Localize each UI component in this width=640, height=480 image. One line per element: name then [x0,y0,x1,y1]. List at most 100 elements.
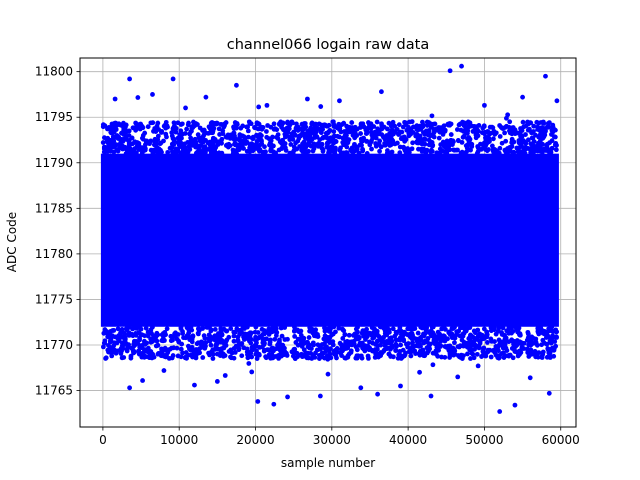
outlier-point [546,390,552,396]
data-point [436,334,442,340]
data-point [536,326,542,332]
data-point [489,143,495,149]
data-point [466,122,472,128]
data-point [481,123,487,129]
data-point [186,330,192,336]
data-point [401,146,407,152]
data-point [185,122,191,128]
data-point [525,127,531,133]
data-point [315,334,321,339]
data-point [488,336,494,342]
data-point [492,339,497,344]
data-point [291,144,297,150]
data-point [544,331,550,336]
data-point [301,341,307,346]
data-point [328,346,333,352]
data-point [344,123,350,129]
data-point [252,329,258,335]
y-tick-label: 11765 [35,384,73,398]
data-point [162,345,168,351]
data-point [506,339,512,345]
data-point [219,150,225,156]
data-point [279,140,285,145]
data-point [201,333,207,339]
data-point [195,330,201,336]
data-point [259,333,265,339]
data-point [255,352,260,358]
data-point [389,137,395,142]
data-point [193,144,198,150]
data-point [544,142,550,148]
data-point [341,120,347,126]
data-point [264,129,269,134]
data-point [318,347,323,352]
data-point [374,346,380,352]
data-point [178,354,184,360]
data-point [173,129,179,135]
data-point [331,348,337,354]
y-tick-label: 11785 [35,201,73,215]
data-point [397,150,403,156]
data-point [331,129,337,134]
data-point [363,327,369,333]
data-point [113,126,119,132]
data-point [455,344,461,350]
data-point [435,329,441,335]
data-point [180,350,185,356]
data-point [473,342,479,348]
data-point [546,124,552,130]
data-point [467,335,473,340]
data-point [334,346,340,351]
data-point [496,325,502,331]
data-point [319,354,325,360]
data-point [269,325,275,331]
data-point [386,120,392,126]
data-point [162,338,167,343]
data-point [553,140,559,146]
data-point [218,332,224,338]
data-point [370,340,376,346]
data-point [150,120,156,126]
data-point [550,333,555,339]
data-point [115,326,121,332]
data-point [291,148,297,153]
data-point [341,129,347,134]
data-point [243,135,249,141]
data-point [206,130,212,136]
data-point [398,342,404,348]
data-point [243,141,249,146]
data-point [269,346,275,352]
data-point [231,329,237,335]
data-point [141,352,147,358]
data-point [150,150,156,156]
data-point [214,351,220,357]
data-point [210,123,215,128]
data-point [197,125,203,131]
data-point [365,125,371,131]
data-point [424,147,430,153]
data-point [512,127,518,133]
data-point [468,147,473,153]
data-point [200,355,206,360]
data-point [396,352,402,358]
data-point [138,122,144,128]
data-point [295,336,301,342]
data-point [321,336,327,342]
data-point [506,328,511,334]
data-point [551,347,557,353]
data-point [122,127,128,132]
data-point [539,342,544,348]
data-point [549,328,554,334]
data-point [282,337,288,342]
data-point [307,328,312,334]
data-point [496,355,502,361]
data-point [145,124,151,130]
data-point [354,133,360,138]
data-point [516,130,522,136]
data-point [349,120,355,125]
data-point [308,138,313,144]
outlier-point [527,375,533,381]
data-point [536,120,541,126]
data-point [338,342,344,348]
